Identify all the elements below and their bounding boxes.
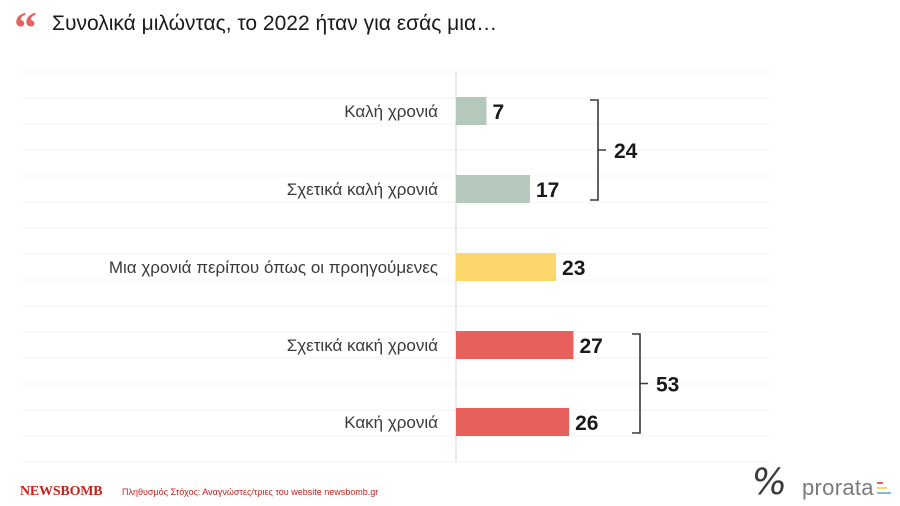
- category-label: Μια χρονιά περίπου όπως οι προηγούμενες: [109, 258, 438, 277]
- prorata-mark-icon: [877, 482, 891, 498]
- bar: [456, 175, 530, 203]
- group-total-label: 24: [614, 140, 638, 163]
- percent-icon: %: [749, 462, 790, 503]
- value-label: 7: [492, 101, 504, 124]
- bar: [456, 408, 570, 436]
- bar: [456, 97, 487, 125]
- group-total-label: 53: [656, 374, 679, 397]
- footer-note: Πληθυσμός Στόχος: Αναγνώστες/τριες του w…: [122, 487, 379, 497]
- category-label: Σχετικά καλή χρονιά: [287, 180, 438, 199]
- value-label: 23: [562, 257, 585, 280]
- bar: [456, 253, 557, 281]
- prorata-logo: prorata: [802, 475, 874, 500]
- value-label: 27: [579, 335, 602, 358]
- chart-title: Συνολικά μιλώντας, το 2022 ήταν για εσάς…: [52, 12, 498, 35]
- bar: [456, 331, 574, 359]
- group-bracket: [590, 99, 606, 201]
- quote-icon: “: [14, 2, 37, 53]
- group-bracket: [632, 333, 648, 434]
- category-label: Καλή χρονιά: [344, 102, 438, 121]
- newsbomb-logo: NEWSBOMB: [20, 484, 103, 499]
- value-label: 26: [575, 412, 598, 435]
- category-label: Σχετικά κακή χρονιά: [287, 336, 438, 355]
- value-label: 17: [536, 179, 559, 202]
- category-label: Κακή χρονιά: [344, 413, 438, 432]
